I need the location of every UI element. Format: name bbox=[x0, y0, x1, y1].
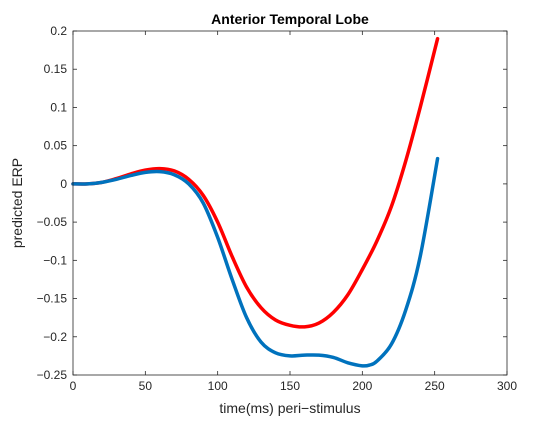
x-tick-label: 0 bbox=[70, 379, 77, 393]
y-tick-label: −0.1 bbox=[43, 253, 67, 267]
y-tick-label: −0.05 bbox=[37, 215, 68, 229]
y-tick-label: 0.15 bbox=[44, 62, 68, 76]
x-tick-label: 300 bbox=[497, 379, 517, 393]
x-tick-label: 100 bbox=[208, 379, 228, 393]
x-axis-label: time(ms) peri−stimulus bbox=[219, 400, 360, 416]
x-tick-label: 250 bbox=[425, 379, 445, 393]
y-tick-labels: −0.25 −0.2 −0.15 −0.1 −0.05 0 0.05 0.1 0.15 0.2 bbox=[37, 24, 68, 382]
y-tick-label: 0.1 bbox=[50, 100, 67, 114]
x-tick-label: 50 bbox=[139, 379, 153, 393]
y-tick-label: 0.2 bbox=[50, 24, 67, 38]
y-axis-label: predicted ERP bbox=[9, 158, 25, 248]
x-tick-label: 200 bbox=[352, 379, 372, 393]
chart-title: Anterior Temporal Lobe bbox=[211, 11, 369, 27]
y-tick-label: −0.2 bbox=[43, 330, 67, 344]
axes-box bbox=[72, 30, 508, 376]
blue-series-line bbox=[71, 156, 440, 368]
x-tick-labels: 0 50 100 150 200 250 300 bbox=[70, 379, 518, 393]
plot-background bbox=[73, 31, 507, 375]
y-tick-label: 0.05 bbox=[44, 139, 68, 153]
x-tick-label: 150 bbox=[280, 379, 300, 393]
y-tick-label: −0.15 bbox=[37, 292, 68, 306]
series-layer bbox=[71, 36, 440, 368]
y-tick-label: 0 bbox=[60, 177, 67, 191]
y-tick-label: −0.25 bbox=[37, 368, 68, 382]
